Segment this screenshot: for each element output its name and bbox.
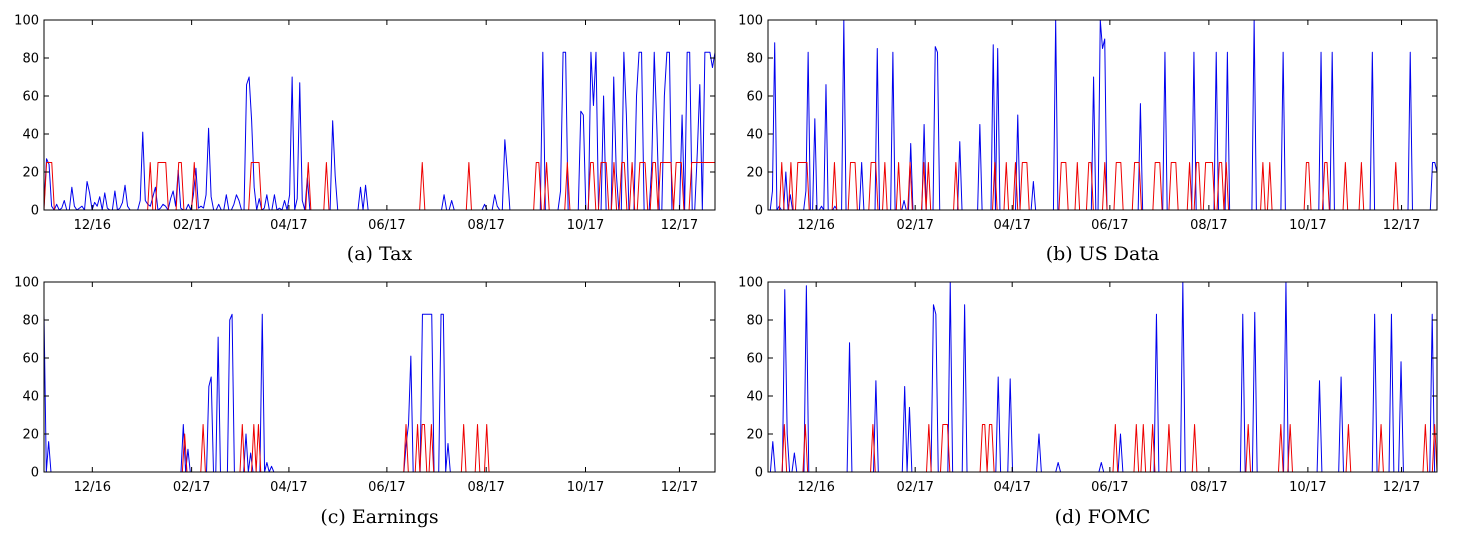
y-tick-label: 80 — [746, 314, 763, 329]
y-tick-label: 20 — [746, 166, 763, 181]
y-tick-label: 0 — [755, 204, 763, 219]
x-tick-label: 04/17 — [270, 480, 307, 495]
series-line-red — [768, 424, 1438, 473]
x-tick-label: 10/17 — [567, 480, 604, 495]
x-tick-label: 10/17 — [1289, 218, 1326, 233]
x-tick-label: 08/17 — [1190, 480, 1227, 495]
y-tick-label: 20 — [22, 166, 39, 181]
plot-frame — [43, 19, 716, 211]
chart-panel-us-data: 0 20 40 60 80 100 12/16 02/17 04/17 06/17 08/17 10/… — [738, 14, 1438, 265]
x-tick-label: 12/17 — [661, 218, 698, 233]
series-line-blue — [43, 51, 716, 211]
x-tick-label: 10/17 — [1289, 480, 1326, 495]
x-tick-label: 10/17 — [567, 218, 604, 233]
x-tick-label: 06/17 — [1091, 480, 1128, 495]
y-tick-label: 0 — [755, 466, 763, 481]
series-line-blue — [768, 281, 1437, 473]
y-tick-label: 100 — [14, 14, 39, 29]
series-line-blue — [43, 313, 715, 473]
y-tick-label: 80 — [22, 314, 39, 329]
x-tick-label: 08/17 — [1190, 218, 1227, 233]
panel-caption: (a) Tax — [347, 243, 413, 265]
x-tick-label: 06/17 — [368, 218, 405, 233]
y-tick-label: 60 — [22, 90, 39, 105]
y-tick-label: 100 — [14, 276, 39, 291]
x-tick-label: 12/17 — [661, 480, 698, 495]
panel-caption: (b) US Data — [1046, 243, 1160, 265]
x-tick-label: 08/17 — [467, 218, 504, 233]
panel-caption: (c) Earnings — [320, 506, 438, 528]
x-tick-label: 02/17 — [896, 218, 933, 233]
series-line-blue — [768, 19, 1438, 211]
x-tick-label: 06/17 — [1091, 218, 1128, 233]
chart-panel-earnings: 0 20 40 60 80 100 12/16 02/17 04/17 06/17 08/17 10/… — [14, 276, 716, 528]
plot-frame — [767, 19, 1438, 211]
x-tick-label: 02/17 — [173, 480, 210, 495]
series-line-red — [768, 162, 1437, 211]
y-tick-label: 40 — [22, 128, 39, 143]
plot-frame — [43, 281, 716, 473]
x-tick-label: 04/17 — [993, 480, 1030, 495]
x-tick-label: 06/17 — [368, 480, 405, 495]
x-tick-label: 12/17 — [1383, 480, 1420, 495]
y-tick-label: 20 — [22, 428, 39, 443]
y-tick-label: 100 — [738, 14, 763, 29]
y-tick-label: 40 — [746, 390, 763, 405]
y-tick-label: 0 — [31, 466, 39, 481]
chart-panel-fomc: 0 20 40 60 80 100 12/16 02/17 04/17 06/17 08/17 10/… — [738, 276, 1438, 528]
plot-frame — [767, 281, 1438, 473]
y-tick-label: 20 — [746, 428, 763, 443]
y-tick-label: 0 — [31, 204, 39, 219]
x-tick-label: 04/17 — [993, 218, 1030, 233]
chart-panel-tax: 0 20 40 60 80 100 12/16 02/17 04/17 06/17 08/17 10/… — [14, 14, 716, 265]
y-tick-label: 80 — [746, 52, 763, 67]
y-tick-label: 40 — [22, 390, 39, 405]
y-tick-label: 100 — [738, 276, 763, 291]
x-tick-label: 02/17 — [896, 480, 933, 495]
x-tick-label: 08/17 — [467, 480, 504, 495]
x-tick-label: 12/16 — [74, 480, 111, 495]
y-tick-label: 80 — [22, 52, 39, 67]
x-tick-label: 12/16 — [74, 218, 111, 233]
x-tick-label: 12/16 — [797, 218, 834, 233]
y-tick-label: 60 — [746, 352, 763, 367]
y-tick-label: 60 — [746, 90, 763, 105]
series-line-red — [44, 424, 715, 473]
x-tick-label: 02/17 — [173, 218, 210, 233]
y-tick-label: 60 — [22, 352, 39, 367]
x-tick-label: 04/17 — [270, 218, 307, 233]
x-tick-label: 12/16 — [797, 480, 834, 495]
x-tick-label: 12/17 — [1383, 218, 1420, 233]
y-tick-label: 40 — [746, 128, 763, 143]
panel-caption: (d) FOMC — [1055, 506, 1151, 528]
